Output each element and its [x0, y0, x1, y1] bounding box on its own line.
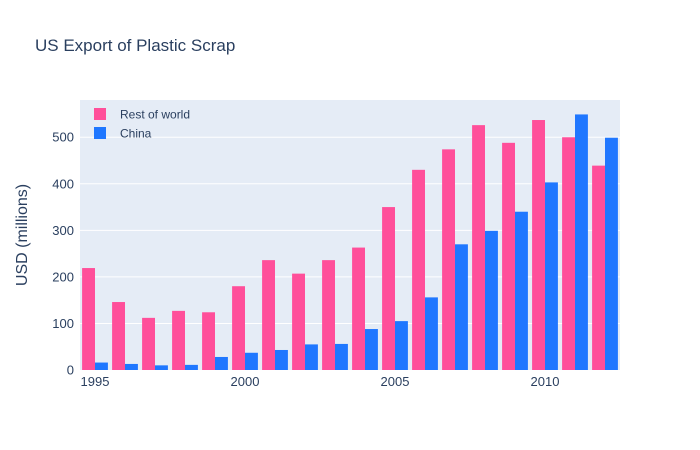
bar[interactable] — [455, 244, 468, 370]
bar[interactable] — [322, 260, 335, 370]
y-tick-label: 500 — [52, 130, 74, 145]
bar[interactable] — [592, 165, 605, 370]
bar[interactable] — [232, 286, 245, 370]
x-axis-ticks: 1995 2000 2005 2010 — [81, 374, 560, 389]
bar[interactable] — [155, 365, 168, 370]
bar[interactable] — [562, 137, 575, 370]
bar[interactable] — [425, 297, 438, 370]
bar[interactable] — [335, 343, 348, 370]
bar[interactable] — [575, 114, 588, 371]
bar[interactable] — [472, 125, 485, 370]
legend-swatch[interactable] — [94, 108, 106, 120]
legend-swatch[interactable] — [94, 127, 106, 139]
bar[interactable] — [112, 302, 125, 370]
legend-label[interactable]: Rest of world — [120, 108, 190, 122]
bar[interactable] — [202, 312, 215, 370]
y-tick-label: 400 — [52, 176, 74, 191]
plot-area — [80, 100, 620, 370]
y-tick-label: 200 — [52, 269, 74, 284]
x-tick-label: 2005 — [381, 374, 410, 389]
chart-title: US Export of Plastic Scrap — [35, 36, 235, 55]
legend[interactable]: Rest of world China — [94, 108, 190, 141]
bar[interactable] — [442, 149, 455, 370]
bar[interactable] — [82, 268, 95, 370]
y-tick-label: 100 — [52, 316, 74, 331]
bar[interactable] — [215, 356, 228, 370]
bar[interactable] — [515, 211, 528, 370]
bar[interactable] — [185, 364, 198, 370]
bar[interactable] — [532, 120, 545, 370]
y-axis-ticks: 0 100 200 300 400 500 — [52, 130, 74, 378]
bar[interactable] — [605, 137, 618, 370]
bar[interactable] — [262, 260, 275, 370]
legend-label[interactable]: China — [120, 127, 152, 141]
bar[interactable] — [502, 142, 515, 370]
bar[interactable] — [365, 329, 378, 370]
bar[interactable] — [245, 352, 258, 370]
x-tick-label: 1995 — [81, 374, 110, 389]
bar[interactable] — [485, 230, 498, 370]
bar[interactable] — [545, 182, 558, 370]
bar[interactable] — [172, 310, 185, 370]
y-axis-title: USD (millions) — [14, 184, 31, 286]
bar[interactable] — [382, 207, 395, 370]
bar[interactable] — [352, 247, 365, 370]
x-tick-label: 2010 — [531, 374, 560, 389]
x-tick-label: 2000 — [231, 374, 260, 389]
bar[interactable] — [395, 321, 408, 370]
y-tick-label: 0 — [67, 363, 74, 378]
bar[interactable] — [125, 363, 138, 370]
y-gridlines — [80, 136, 620, 324]
bar[interactable] — [305, 344, 318, 370]
y-tick-label: 300 — [52, 223, 74, 238]
bar[interactable] — [292, 273, 305, 370]
bar[interactable] — [275, 349, 288, 370]
bar[interactable] — [412, 169, 425, 370]
bar[interactable] — [142, 317, 155, 370]
bars — [82, 114, 618, 371]
bar[interactable] — [95, 362, 108, 370]
